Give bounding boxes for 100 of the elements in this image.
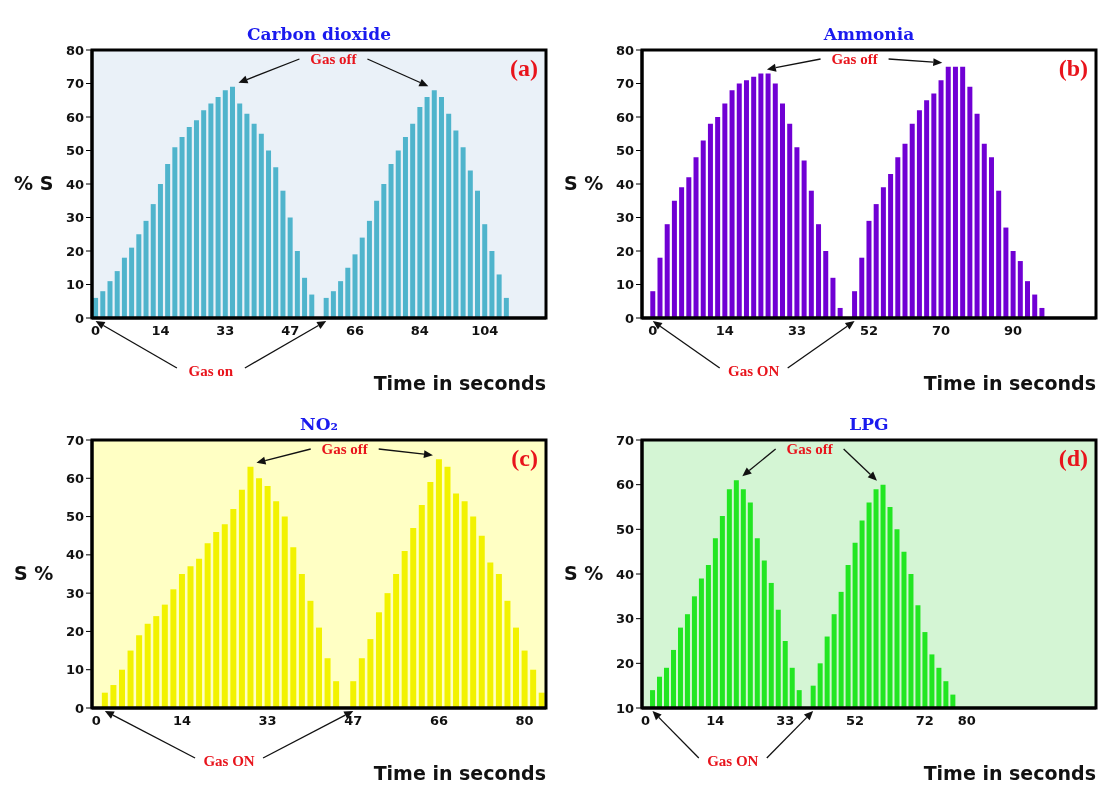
- bar: [859, 257, 865, 318]
- bar: [538, 692, 545, 708]
- bar: [153, 616, 160, 708]
- chart-title: Carbon dioxide: [247, 24, 392, 44]
- bar: [1003, 227, 1009, 318]
- x-tick-label: 33: [776, 713, 795, 729]
- bar: [521, 650, 528, 708]
- bar: [729, 90, 735, 318]
- bar: [161, 604, 168, 708]
- bar: [446, 113, 452, 318]
- y-axis-title: S %: [564, 172, 604, 194]
- bar: [273, 501, 280, 708]
- bar: [287, 217, 293, 318]
- x-tick-label: 72: [915, 713, 934, 729]
- bar: [333, 681, 340, 708]
- bar: [410, 528, 417, 708]
- y-tick-label: 10: [65, 277, 84, 293]
- bar: [393, 574, 400, 708]
- bar: [238, 489, 245, 708]
- bar: [290, 547, 297, 708]
- bar: [172, 147, 178, 318]
- bar: [273, 167, 279, 318]
- bar: [1017, 261, 1023, 318]
- y-tick-label: 0: [74, 310, 84, 326]
- x-tick-label: 0: [640, 713, 651, 729]
- chart-title: Ammonia: [822, 24, 915, 44]
- x-tick-label: 104: [471, 323, 499, 339]
- bar: [438, 96, 444, 318]
- y-tick-label: 50: [65, 509, 84, 525]
- bar: [298, 574, 305, 708]
- bar: [401, 551, 408, 708]
- bar: [453, 130, 459, 318]
- annotation: (b): [1058, 55, 1088, 81]
- annotation: Gas off: [786, 441, 834, 457]
- text: Gas ON: [707, 753, 759, 769]
- bar: [470, 516, 477, 708]
- bar: [424, 96, 430, 318]
- bar: [938, 80, 944, 318]
- bar: [707, 123, 713, 318]
- x-tick-label: 33: [787, 323, 806, 339]
- x-tick-label: 0: [91, 713, 101, 729]
- y-tick-label: 40: [65, 176, 84, 192]
- bar: [410, 123, 416, 318]
- x-tick-label: 90: [1004, 323, 1023, 339]
- y-tick-label: 10: [615, 277, 634, 293]
- bar: [945, 66, 951, 318]
- x-tick-label: 84: [410, 323, 429, 339]
- bar: [208, 103, 214, 318]
- bar: [461, 501, 468, 708]
- x-tick-label: 52: [859, 323, 879, 339]
- x-tick-label: 80: [957, 713, 976, 729]
- bar: [823, 251, 829, 318]
- bar: [247, 466, 254, 708]
- bar: [952, 66, 958, 318]
- y-tick-label: 50: [65, 143, 84, 159]
- y-tick-label: 30: [615, 611, 634, 627]
- bar: [350, 681, 357, 708]
- bar: [1032, 294, 1038, 318]
- bar: [381, 184, 387, 318]
- bar: [496, 274, 502, 318]
- bar: [794, 147, 800, 318]
- x-tick-label: 47: [344, 713, 363, 729]
- bar: [693, 157, 699, 318]
- y-tick-label: 40: [615, 176, 634, 192]
- y-tick-label: 20: [65, 243, 84, 259]
- x-tick-label: 14: [172, 713, 191, 729]
- x-tick-label: 70: [932, 323, 951, 339]
- bar: [772, 83, 778, 318]
- x-tick-label: 14: [151, 323, 170, 339]
- bar: [136, 635, 143, 708]
- y-axis-title: S %: [564, 562, 604, 584]
- bar: [281, 516, 288, 708]
- y-tick-label: 80: [65, 42, 84, 58]
- bar: [266, 150, 272, 318]
- y-tick-label: 70: [615, 432, 634, 448]
- bar: [338, 281, 344, 318]
- annotation: (d): [1058, 445, 1088, 471]
- bar: [715, 117, 721, 318]
- bar: [650, 291, 656, 318]
- text: Gas ON: [203, 753, 255, 769]
- y-tick-label: 20: [65, 624, 84, 640]
- bar: [258, 133, 264, 318]
- bar: [395, 150, 401, 318]
- bar: [478, 535, 485, 708]
- y-tick-label: 10: [65, 662, 84, 678]
- bar: [114, 271, 120, 318]
- x-tick-label: 52: [845, 713, 865, 729]
- bar: [880, 187, 886, 318]
- y-tick-label: 50: [615, 521, 634, 537]
- bar: [294, 251, 300, 318]
- bar: [204, 543, 211, 708]
- annotation: (a): [510, 55, 538, 81]
- x-tick-label: 14: [715, 323, 734, 339]
- y-tick-label: 60: [65, 470, 84, 486]
- bar: [888, 173, 894, 318]
- y-tick-label: 70: [65, 432, 84, 448]
- x-tick-label: 33: [258, 713, 277, 729]
- x-tick-label: 80: [515, 713, 534, 729]
- bar: [375, 612, 382, 708]
- y-tick-label: 30: [65, 210, 84, 226]
